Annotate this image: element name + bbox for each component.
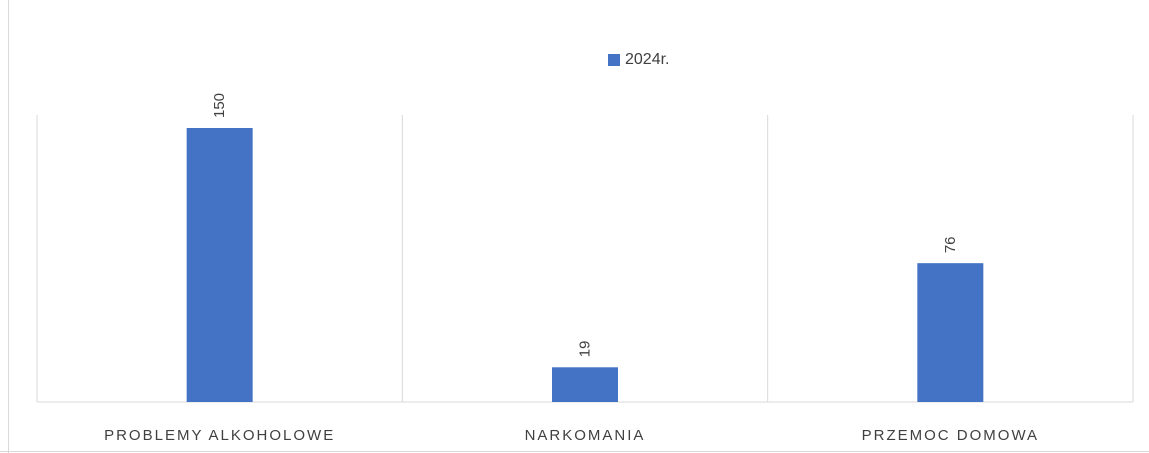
legend-swatch-2024 [608, 54, 620, 66]
category-label-0: PROBLEMY ALKOHOLOWE [104, 427, 335, 444]
data-label-1: 19 [577, 341, 594, 358]
bar-0 [186, 128, 253, 402]
category-label-2: PRZEMOC DOMOWA [862, 427, 1039, 444]
bars-layer [186, 128, 984, 402]
chart-frame-left-edge [8, 0, 9, 453]
data-label-2: 76 [942, 236, 959, 253]
labels-layer: 150 PROBLEMY ALKOHOLOWE 19 NARKOMANIA 76 PRZE… [104, 93, 1039, 444]
legend: 2024r. [608, 47, 669, 73]
chart-frame-bottom-edge [0, 451, 1149, 452]
bar-2 [917, 263, 984, 402]
legend-label-2024: 2024r. [625, 51, 670, 68]
data-label-0: 150 [211, 93, 228, 118]
bar-1 [552, 367, 618, 402]
category-label-1: NARKOMANIA [525, 427, 646, 444]
